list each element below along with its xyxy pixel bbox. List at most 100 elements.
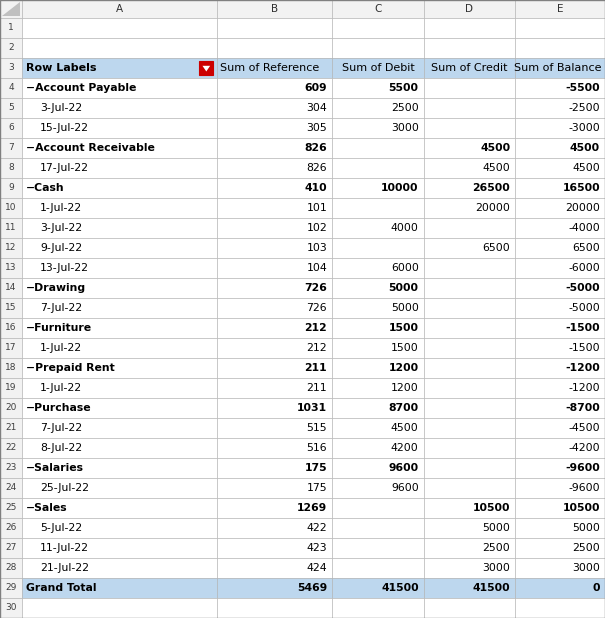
Bar [0,498,22,518]
Bar [515,478,605,498]
Bar [217,398,332,418]
Bar [332,578,424,598]
Text: C: C [374,4,382,14]
Text: 4000: 4000 [391,223,419,233]
Text: 17: 17 [5,344,17,352]
Bar [22,338,217,358]
Bar [0,298,22,318]
Bar [0,418,22,438]
Bar [332,518,424,538]
Text: 104: 104 [306,263,327,273]
Text: 20000: 20000 [565,203,600,213]
Text: 516: 516 [307,443,327,453]
Bar [424,398,515,418]
Bar [0,398,22,418]
Text: 19: 19 [5,384,17,392]
Text: 41500: 41500 [381,583,419,593]
Bar [217,358,332,378]
Bar [332,398,424,418]
Text: 211: 211 [307,383,327,393]
Bar [22,578,217,598]
Text: Sum of Balance: Sum of Balance [514,63,601,73]
Text: 13: 13 [5,263,17,273]
Bar [332,598,424,618]
Text: 22: 22 [5,444,16,452]
Text: Grand Total: Grand Total [26,583,97,593]
Text: 3000: 3000 [391,123,419,133]
Text: 9600: 9600 [388,463,419,473]
Bar [217,438,332,458]
Bar [217,538,332,558]
Bar [22,398,217,418]
Bar [515,78,605,98]
Bar [515,458,605,478]
Bar [22,558,217,578]
Text: 2500: 2500 [482,543,510,553]
Bar [515,0,605,18]
Text: -1500: -1500 [566,323,600,333]
Bar [0,218,22,238]
Bar [217,158,332,178]
Bar [0,0,22,18]
Bar [217,298,332,318]
Bar [22,78,217,98]
Bar [515,238,605,258]
Text: −Account Receivable: −Account Receivable [26,143,155,153]
Bar [0,598,22,618]
Bar [332,198,424,218]
Text: 24: 24 [5,483,16,493]
Text: -8700: -8700 [565,403,600,413]
Text: 10500: 10500 [563,503,600,513]
Bar [0,578,22,598]
Text: 6500: 6500 [572,243,600,253]
Text: 1-Jul-22: 1-Jul-22 [40,203,82,213]
Bar [217,318,332,338]
Bar [332,98,424,118]
Text: 1031: 1031 [297,403,327,413]
Polygon shape [2,2,20,16]
Text: 11: 11 [5,224,17,232]
Text: 9: 9 [8,184,14,192]
Text: 4500: 4500 [570,143,600,153]
Text: 1-Jul-22: 1-Jul-22 [40,383,82,393]
Text: −Account Payable: −Account Payable [26,83,136,93]
Text: -1500: -1500 [568,343,600,353]
Bar [424,418,515,438]
Bar [0,478,22,498]
Bar [22,278,217,298]
Bar [424,18,515,38]
Bar [217,598,332,618]
Bar [515,258,605,278]
Text: 7-Jul-22: 7-Jul-22 [40,423,82,433]
Bar [424,478,515,498]
Bar [22,478,217,498]
Text: 10000: 10000 [381,183,419,193]
Bar [515,318,605,338]
Text: Sum of Reference: Sum of Reference [220,63,319,73]
Text: −Sales: −Sales [26,503,68,513]
Bar [515,398,605,418]
Bar [0,38,22,58]
Text: 211: 211 [304,363,327,373]
Bar [332,218,424,238]
Text: -1200: -1200 [565,363,600,373]
Text: -1200: -1200 [568,383,600,393]
Text: 0: 0 [592,583,600,593]
Bar [515,278,605,298]
Bar [217,118,332,138]
Text: B: B [271,4,278,14]
Text: 21: 21 [5,423,17,433]
Bar [332,258,424,278]
Bar [515,198,605,218]
Text: 28: 28 [5,564,17,572]
Bar [332,498,424,518]
Bar [424,578,515,598]
Text: 15-Jul-22: 15-Jul-22 [40,123,89,133]
Bar [332,338,424,358]
Bar [217,218,332,238]
Bar [332,358,424,378]
Bar [424,558,515,578]
Bar [0,238,22,258]
Text: 4500: 4500 [482,163,510,173]
Bar [199,61,214,75]
